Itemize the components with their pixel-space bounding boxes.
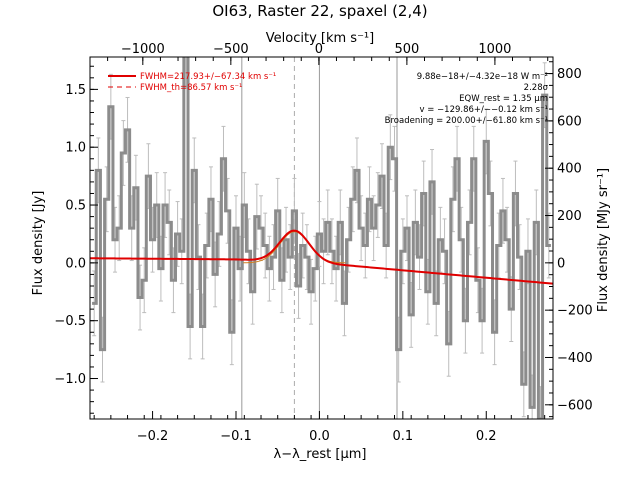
- fit-line: [90, 229, 553, 285]
- top-x-tick-label: 500: [394, 42, 419, 57]
- y-tick-label: −0.5: [54, 314, 86, 329]
- y-tick-label: 0.5: [65, 199, 86, 214]
- x-tick-label: −0.2: [137, 429, 169, 444]
- plot-frame: [89, 56, 554, 420]
- top-x-tick-label: −500: [213, 42, 249, 57]
- x-tick-label: 0.2: [476, 429, 497, 444]
- right-y-tick-label: −200: [557, 304, 593, 319]
- x-tick-label: −0.1: [220, 429, 252, 444]
- right-y-tick-label: 400: [557, 162, 582, 177]
- top-x-tick-label: 1000: [478, 42, 511, 57]
- right-y-tick-label: −600: [557, 398, 593, 413]
- top-x-tick-label: −1000: [121, 42, 165, 57]
- legend-entry-fwhm-th: FWHM_th=86.57 km s⁻¹: [140, 83, 242, 93]
- y-tick-label: 1.0: [65, 141, 86, 156]
- right-y-tick-label: 200: [557, 209, 582, 224]
- right-y-tick-label: −400: [557, 351, 593, 366]
- x-axis-title: λ−λ_rest [μm]: [274, 447, 367, 462]
- right-y-tick-label: 800: [557, 67, 582, 82]
- chart-title: OI63, Raster 22, spaxel (2,4): [212, 2, 427, 20]
- annotation-flux: 9.88e−18+/−4.32e−18 W m⁻²: [417, 72, 548, 82]
- y-tick-label: 0.0: [65, 256, 86, 271]
- x-tick-label: 0.0: [309, 429, 330, 444]
- annotation-broadening: Broadening = 200.00+/−61.80 km s⁻¹: [385, 116, 548, 126]
- right-y-tick-label: 0: [557, 256, 565, 271]
- top-x-axis-title: Velocity [km s⁻¹]: [266, 31, 374, 46]
- spectrum-step-line: [92, 57, 551, 419]
- right-y-axis-title: Flux density [MJy sr⁻¹]: [596, 168, 611, 312]
- legend-entry-fwhm: FWHM=217.93+/−67.34 km s⁻¹: [140, 72, 276, 82]
- y-axis-title: Flux density [Jy]: [31, 191, 46, 296]
- x-tick-label: 0.1: [392, 429, 413, 444]
- y-tick-label: −1.0: [54, 372, 86, 387]
- annotation-velocity: v = −129.86+/−−0.12 km s⁻¹: [419, 105, 548, 115]
- annotation-sigma: 2.28σ: [524, 83, 549, 93]
- y-tick-label: 1.5: [65, 83, 86, 98]
- right-y-tick-label: 600: [557, 114, 582, 129]
- annotation-eqw: EQW_rest = 1.35 μm: [459, 94, 548, 104]
- top-x-tick-label: 0: [315, 42, 323, 57]
